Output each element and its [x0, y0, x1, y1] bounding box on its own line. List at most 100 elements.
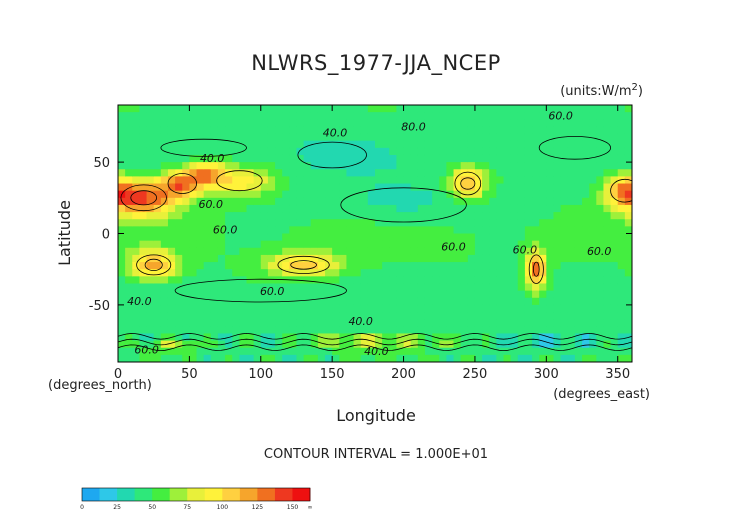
- heatmap-cell: [267, 247, 276, 256]
- heatmap-cell: [424, 326, 433, 335]
- heatmap-cell: [560, 197, 569, 206]
- colorbar-tick-label: 0: [80, 504, 84, 511]
- heatmap-cell: [296, 190, 305, 199]
- heatmap-cell: [453, 126, 462, 135]
- heatmap-cell: [296, 119, 305, 128]
- heatmap-cell: [196, 105, 205, 113]
- heatmap-cell: [453, 269, 462, 277]
- heatmap-cell: [346, 340, 355, 349]
- heatmap-cell: [446, 154, 455, 163]
- heatmap-cell: [603, 347, 612, 356]
- heatmap-cell: [517, 304, 526, 313]
- heatmap-cell: [560, 112, 569, 120]
- heatmap-cell: [225, 190, 233, 199]
- heatmap-cell: [282, 140, 290, 149]
- heatmap-cell: [275, 247, 283, 256]
- heatmap-cell: [460, 240, 469, 249]
- heatmap-cell: [446, 262, 455, 270]
- heatmap-cell: [232, 333, 240, 342]
- heatmap-cell: [175, 183, 183, 192]
- heatmap-cell: [567, 162, 576, 170]
- heatmap-cell: [267, 347, 276, 356]
- heatmap-cell: [289, 204, 298, 213]
- heatmap-cell: [410, 212, 419, 220]
- heatmap-cell: [546, 283, 555, 292]
- heatmap-cell: [517, 126, 526, 135]
- heatmap-cell: [282, 326, 290, 335]
- heatmap-cell: [496, 326, 505, 335]
- heatmap-cell: [610, 169, 619, 177]
- heatmap-cell: [596, 340, 605, 349]
- heatmap-cell: [439, 176, 447, 185]
- heatmap-cell: [524, 226, 533, 235]
- heatmap-cell: [167, 312, 176, 320]
- heatmap-cell: [246, 347, 255, 356]
- heatmap-cell: [139, 304, 148, 313]
- heatmap-cell: [375, 204, 383, 213]
- heatmap-cell: [196, 262, 205, 270]
- heatmap-cell: [246, 333, 255, 342]
- heatmap-cell: [139, 219, 148, 227]
- heatmap-cell: [589, 290, 597, 299]
- heatmap-cell: [303, 183, 312, 192]
- heatmap-cell: [303, 262, 312, 270]
- heatmap-cell: [474, 105, 483, 113]
- heatmap-cell: [496, 133, 505, 142]
- heatmap-cell: [567, 247, 576, 256]
- heatmap-cell: [196, 162, 205, 170]
- heatmap-cell: [232, 319, 240, 327]
- heatmap-cell: [446, 226, 455, 235]
- heatmap-cell: [460, 119, 469, 128]
- heatmap-cell: [489, 233, 497, 242]
- heatmap-cell: [474, 147, 483, 156]
- heatmap-cell: [317, 212, 326, 220]
- heatmap-cell: [217, 133, 226, 142]
- heatmap-cell: [453, 119, 462, 128]
- heatmap-cell: [524, 154, 533, 163]
- heatmap-cell: [203, 233, 212, 242]
- heatmap-cell: [339, 354, 348, 362]
- heatmap-cell: [617, 190, 626, 199]
- heatmap-cell: [460, 169, 469, 177]
- heatmap-cell: [467, 176, 476, 185]
- heatmap-cell: [482, 297, 490, 306]
- heatmap-cell: [396, 254, 405, 263]
- heatmap-cell: [225, 347, 233, 356]
- heatmap-cell: [375, 133, 383, 142]
- heatmap-cell: [260, 319, 269, 327]
- heatmap-cell: [253, 190, 262, 199]
- heatmap-cell: [603, 283, 612, 292]
- heatmap-cell: [196, 219, 205, 227]
- heatmap-cell: [310, 297, 319, 306]
- heatmap-cell: [496, 283, 505, 292]
- heatmap-cell: [325, 183, 333, 192]
- heatmap-cell: [510, 126, 519, 135]
- heatmap-cell: [424, 204, 433, 213]
- heatmap-cell: [317, 197, 326, 206]
- heatmap-cell: [560, 312, 569, 320]
- heatmap-cell: [446, 247, 455, 256]
- heatmap-cell: [524, 326, 533, 335]
- heatmap-cell: [189, 105, 198, 113]
- heatmap-cell: [182, 154, 190, 163]
- heatmap-cell: [474, 212, 483, 220]
- heatmap-cell: [503, 119, 512, 128]
- heatmap-cell: [424, 254, 433, 263]
- heatmap-cell: [282, 247, 290, 256]
- heatmap-cell: [232, 140, 240, 149]
- heatmap-cell: [189, 226, 198, 235]
- heatmap-cell: [160, 183, 169, 192]
- heatmap-cell: [582, 262, 590, 270]
- heatmap-cell: [189, 240, 198, 249]
- heatmap-cell: [624, 126, 632, 135]
- heatmap-cell: [139, 326, 148, 335]
- heatmap-cell: [424, 297, 433, 306]
- heatmap-cell: [325, 247, 333, 256]
- heatmap-cell: [239, 233, 248, 242]
- heatmap-cell: [496, 169, 505, 177]
- heatmap-cell: [182, 319, 190, 327]
- heatmap-cell: [182, 183, 190, 192]
- heatmap-cell: [603, 112, 612, 120]
- x-tick-label: 350: [605, 367, 630, 382]
- heatmap-cell: [146, 204, 155, 213]
